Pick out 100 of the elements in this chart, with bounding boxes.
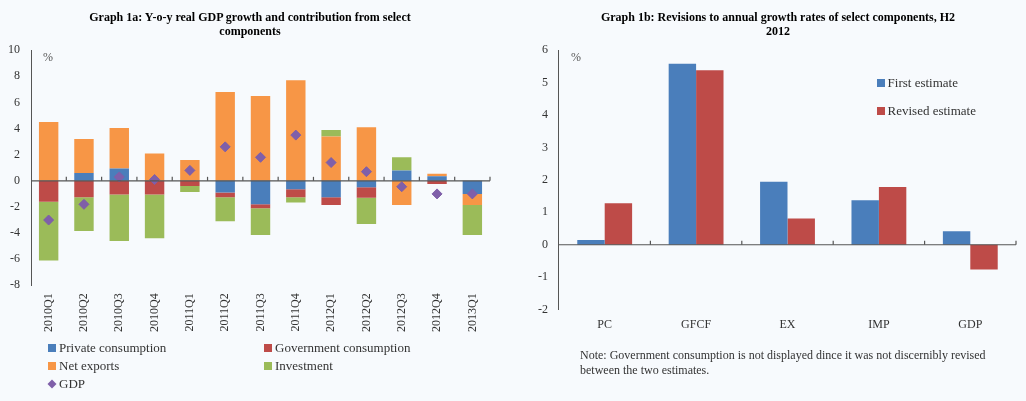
y-axis-title: % [571, 50, 581, 65]
bar [144, 194, 165, 239]
bar [427, 180, 447, 185]
y-tick-label: 6 [14, 94, 20, 109]
y-axis-title: % [43, 50, 53, 65]
point [43, 214, 55, 226]
point [290, 129, 302, 141]
bar [250, 95, 271, 181]
x-tick-label: 2012Q4 [429, 293, 444, 333]
x-tick-label: 2011Q1 [182, 293, 197, 332]
y-tick-label: -1 [538, 269, 548, 284]
y-tick-label: 1 [542, 204, 548, 219]
bar [392, 170, 412, 181]
bar [215, 180, 235, 193]
bar [250, 208, 271, 236]
y-tick-label: -4 [10, 225, 20, 240]
point [431, 188, 443, 200]
bar [250, 180, 271, 205]
bar [356, 197, 377, 224]
bar [668, 63, 697, 245]
legend-label: Private consumption [59, 340, 167, 356]
bar [286, 189, 306, 198]
legend-label: Revised estimate [887, 103, 976, 120]
legend-label: Investment [275, 358, 333, 374]
legend-label: GDP [59, 376, 86, 392]
y-tick-label: 5 [542, 74, 548, 89]
x-tick-label: 2010Q1 [40, 293, 55, 333]
bar [462, 205, 483, 236]
bar [215, 197, 235, 222]
bar [109, 194, 129, 241]
x-tick-label: 2013Q1 [464, 293, 479, 333]
point [360, 166, 372, 178]
x-tick-label: GDP [958, 316, 983, 331]
bar [760, 181, 788, 245]
point [219, 141, 231, 153]
x-tick-label: 2012Q1 [323, 293, 338, 333]
bar [356, 127, 377, 181]
y-tick-label: 2 [542, 172, 548, 187]
bar [215, 192, 235, 198]
bar [321, 197, 341, 205]
bar [878, 187, 907, 245]
bar [321, 129, 341, 137]
bar [942, 231, 971, 245]
bar [74, 180, 94, 198]
point [255, 151, 266, 163]
y-tick-label: -6 [10, 251, 20, 266]
y-tick-label: 3 [542, 139, 548, 154]
y-tick-label: 6 [542, 42, 548, 57]
x-tick-label: EX [779, 316, 796, 331]
bar [427, 176, 447, 181]
x-tick-label: 2011Q4 [287, 293, 302, 332]
bar [604, 203, 633, 245]
x-tick-label: PC [597, 316, 613, 331]
bar [696, 70, 724, 245]
x-tick-label: 2010Q4 [146, 293, 161, 333]
legend-label: First estimate [887, 75, 958, 92]
bar [180, 180, 200, 187]
bar [970, 244, 998, 270]
bar [286, 80, 306, 181]
x-tick-label: GFCF [681, 316, 712, 331]
bar [180, 186, 200, 192]
bar [38, 180, 59, 202]
bar [286, 197, 306, 203]
y-tick-label: 10 [8, 42, 20, 57]
x-tick-label: 2010Q3 [111, 293, 126, 333]
bar [215, 92, 235, 181]
bar [321, 136, 341, 181]
bar [787, 218, 815, 245]
y-tick-label: 0 [14, 172, 20, 187]
y-tick-label: 8 [14, 68, 20, 83]
bar [38, 122, 59, 181]
bar [144, 180, 165, 195]
bar [286, 180, 306, 190]
y-tick-label: -2 [538, 301, 548, 316]
x-tick-label: 2012Q3 [393, 293, 408, 333]
bar [356, 187, 377, 198]
bar [250, 204, 271, 209]
x-tick-label: 2011Q3 [252, 293, 267, 332]
x-tick-label: 2010Q2 [76, 293, 91, 333]
y-tick-label: 2 [14, 146, 20, 161]
legend-label: Net exports [59, 358, 120, 374]
bar [38, 201, 59, 261]
bar [74, 172, 94, 181]
point [466, 188, 478, 200]
legend-label: Government consumption [275, 340, 411, 356]
y-tick-label: -2 [10, 199, 20, 214]
bar [356, 180, 377, 188]
text: Note: Government consumption is not displayed dince it was not discernibly revised between the two estimates. [579, 348, 987, 378]
x-tick-label: 2011Q2 [217, 293, 232, 332]
bar [109, 127, 129, 169]
bar [109, 180, 129, 195]
bar [74, 139, 94, 173]
y-tick-label: 4 [542, 107, 548, 122]
bar [321, 180, 341, 198]
y-tick-label: 0 [542, 236, 548, 251]
chart-title: Graph 1a: Y-o-y real GDP growth and contribution from select components [88, 10, 412, 40]
x-tick-label: IMP [868, 316, 890, 331]
y-tick-label: -8 [10, 277, 20, 292]
bar [851, 200, 879, 245]
bar [392, 157, 412, 171]
